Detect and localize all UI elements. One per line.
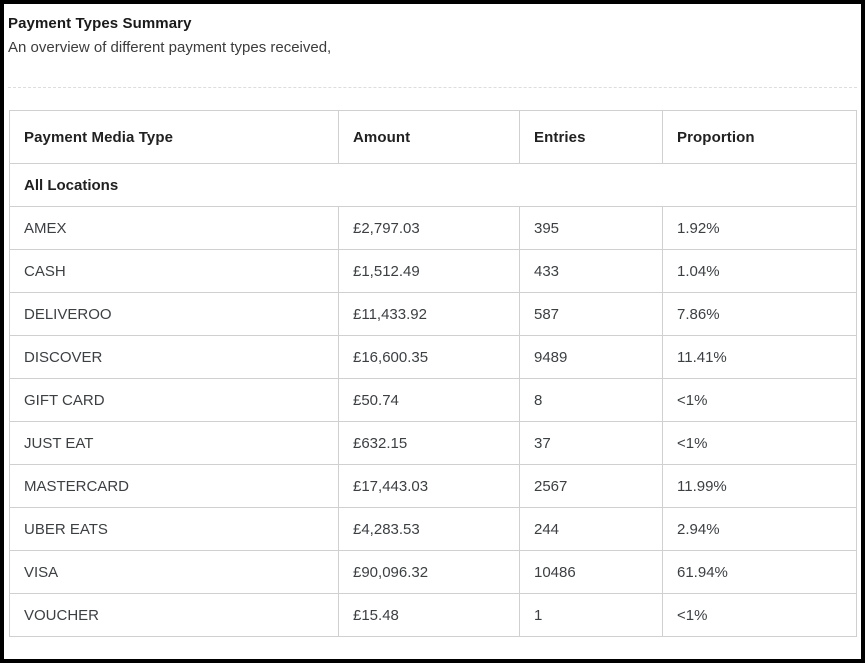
entries-cell: 10486 [519, 550, 663, 594]
amount-cell: £15.48 [338, 593, 520, 637]
payment-type-cell: CASH [9, 249, 339, 293]
column-header-amount: Amount [338, 110, 520, 164]
amount-cell: £90,096.32 [338, 550, 520, 594]
table-header-row: Payment Media Type Amount Entries Propor… [9, 110, 857, 164]
table-row: JUST EAT £632.15 37 <1% [9, 421, 857, 465]
payment-type-cell: DELIVEROO [9, 292, 339, 336]
amount-cell: £2,797.03 [338, 206, 520, 250]
proportion-cell: 61.94% [662, 550, 857, 594]
amount-cell: £4,283.53 [338, 507, 520, 551]
report-header: Payment Types Summary An overview of dif… [4, 4, 861, 58]
payment-type-cell: GIFT CARD [9, 378, 339, 422]
column-header-entries: Entries [519, 110, 663, 164]
table-row: CASH £1,512.49 433 1.04% [9, 249, 857, 293]
amount-cell: £16,600.35 [338, 335, 520, 379]
column-header-proportion: Proportion [662, 110, 857, 164]
entries-cell: 395 [519, 206, 663, 250]
entries-cell: 37 [519, 421, 663, 465]
payment-type-cell: DISCOVER [9, 335, 339, 379]
group-label: All Locations [9, 163, 857, 207]
amount-cell: £1,512.49 [338, 249, 520, 293]
proportion-cell: <1% [662, 593, 857, 637]
proportion-cell: 2.94% [662, 507, 857, 551]
entries-cell: 244 [519, 507, 663, 551]
entries-cell: 9489 [519, 335, 663, 379]
proportion-cell: <1% [662, 378, 857, 422]
entries-cell: 8 [519, 378, 663, 422]
page-title: Payment Types Summary [8, 15, 192, 32]
proportion-cell: 11.99% [662, 464, 857, 508]
entries-cell: 1 [519, 593, 663, 637]
payment-type-cell: UBER EATS [9, 507, 339, 551]
table-row: MASTERCARD £17,443.03 2567 11.99% [9, 464, 857, 508]
proportion-cell: 7.86% [662, 292, 857, 336]
proportion-cell: <1% [662, 421, 857, 465]
page-subtitle: An overview of different payment types r… [8, 39, 332, 56]
entries-cell: 433 [519, 249, 663, 293]
table-row: GIFT CARD £50.74 8 <1% [9, 378, 857, 422]
payment-types-table: Payment Media Type Amount Entries Propor… [9, 110, 857, 637]
group-header-row: All Locations [9, 163, 857, 207]
amount-cell: £17,443.03 [338, 464, 520, 508]
table-row: DELIVEROO £11,433.92 587 7.86% [9, 292, 857, 336]
dashed-divider [8, 87, 857, 88]
table-row: DISCOVER £16,600.35 9489 11.41% [9, 335, 857, 379]
payment-type-cell: JUST EAT [9, 421, 339, 465]
table-row: UBER EATS £4,283.53 244 2.94% [9, 507, 857, 551]
column-header-payment-media-type: Payment Media Type [9, 110, 339, 164]
payment-type-cell: AMEX [9, 206, 339, 250]
payment-type-cell: VOUCHER [9, 593, 339, 637]
amount-cell: £632.15 [338, 421, 520, 465]
table-row: VOUCHER £15.48 1 <1% [9, 593, 857, 637]
payment-type-cell: VISA [9, 550, 339, 594]
amount-cell: £11,433.92 [338, 292, 520, 336]
payment-type-cell: MASTERCARD [9, 464, 339, 508]
proportion-cell: 1.04% [662, 249, 857, 293]
amount-cell: £50.74 [338, 378, 520, 422]
entries-cell: 587 [519, 292, 663, 336]
proportion-cell: 11.41% [662, 335, 857, 379]
entries-cell: 2567 [519, 464, 663, 508]
table-row: AMEX £2,797.03 395 1.92% [9, 206, 857, 250]
table-row: VISA £90,096.32 10486 61.94% [9, 550, 857, 594]
proportion-cell: 1.92% [662, 206, 857, 250]
